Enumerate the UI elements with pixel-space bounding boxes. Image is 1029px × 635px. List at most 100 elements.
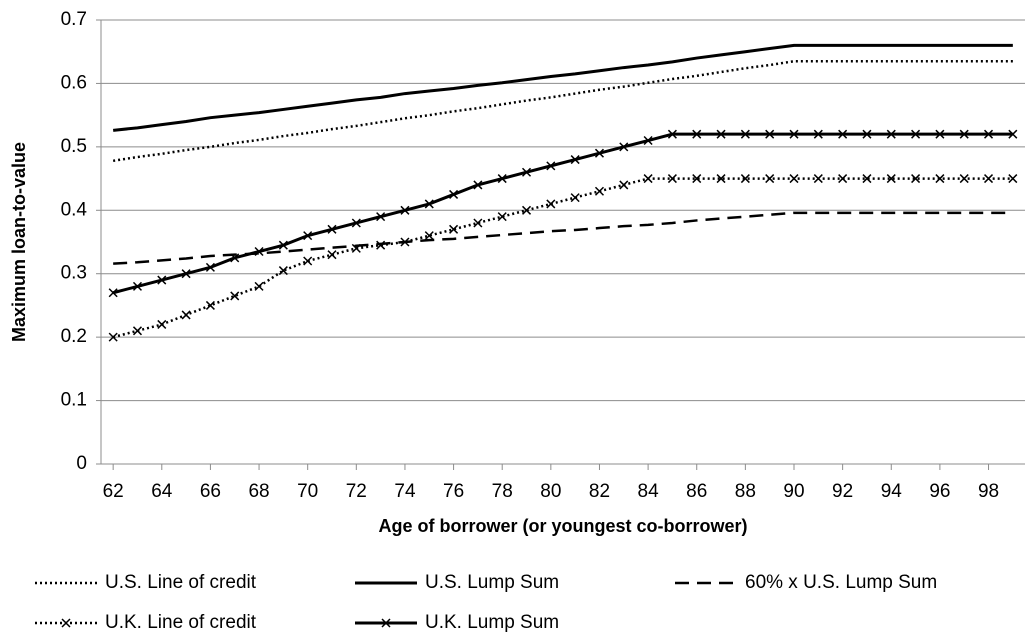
x-tick-label: 86	[686, 481, 707, 502]
legend-label: 60% x U.S. Lump Sum	[745, 572, 937, 593]
x-tick-label: 70	[297, 481, 318, 502]
series-line	[112, 177, 1013, 339]
legend-label: U.K. Line of credit	[105, 612, 257, 633]
marker	[181, 310, 191, 320]
marker	[983, 129, 994, 139]
marker	[157, 275, 167, 285]
x-tick-label: 74	[394, 481, 416, 502]
marker	[546, 199, 556, 209]
marker	[230, 253, 240, 263]
legend-label: U.S. Lump Sum	[425, 572, 559, 593]
marker	[424, 231, 434, 241]
legend-label: U.K. Lump Sum	[425, 612, 559, 633]
y-tick-label: 0.6	[61, 72, 87, 93]
marker	[473, 180, 483, 190]
marker	[886, 174, 896, 184]
marker	[594, 186, 605, 196]
marker	[376, 212, 386, 222]
marker	[789, 174, 799, 184]
marker	[521, 205, 532, 215]
x-tick-label: 88	[735, 481, 756, 502]
marker	[643, 174, 653, 184]
marker	[983, 174, 994, 184]
x-tick-label: 78	[492, 481, 513, 502]
marker	[959, 174, 969, 184]
marker	[278, 240, 288, 250]
y-tick-label: 0.4	[61, 199, 88, 220]
legend-marker	[61, 618, 71, 628]
marker	[594, 148, 605, 158]
marker	[497, 212, 507, 222]
x-tick-label: 84	[638, 481, 660, 502]
x-tick-label: 62	[103, 481, 124, 502]
marker	[181, 269, 191, 279]
series-line	[113, 211, 1013, 265]
marker	[400, 237, 410, 247]
x-axis-title: Age of borrower (or youngest co-borrower…	[378, 516, 747, 536]
x-tick-label: 92	[832, 481, 853, 502]
marker	[108, 288, 118, 298]
marker	[716, 174, 726, 184]
marker	[303, 231, 313, 241]
marker	[838, 174, 848, 184]
marker	[838, 129, 848, 139]
marker	[1008, 174, 1018, 184]
x-tick-label: 94	[881, 481, 903, 502]
x-tick-label: 66	[200, 481, 221, 502]
marker	[935, 174, 945, 184]
marker	[716, 129, 726, 139]
x-tick-label: 90	[783, 481, 804, 502]
y-tick-label: 0.3	[61, 263, 87, 284]
marker	[667, 174, 677, 184]
marker	[327, 224, 337, 234]
x-tick-label: 68	[248, 481, 269, 502]
marker	[473, 218, 483, 228]
marker	[643, 135, 653, 146]
marker	[619, 180, 629, 190]
x-tick-label: 64	[151, 481, 173, 502]
series-line	[113, 43, 1013, 132]
marker	[521, 167, 532, 177]
marker	[254, 281, 264, 291]
series-line	[112, 59, 1013, 163]
marker	[911, 174, 921, 184]
x-tick-label: 82	[589, 481, 610, 502]
marker	[692, 174, 702, 184]
marker	[546, 161, 556, 171]
marker	[862, 129, 872, 139]
marker	[376, 240, 386, 250]
y-tick-label: 0.7	[61, 9, 87, 30]
marker	[570, 193, 580, 203]
y-tick-label: 0.1	[61, 390, 87, 411]
legend-marker	[381, 618, 391, 628]
marker	[132, 281, 143, 291]
marker	[254, 246, 264, 257]
marker	[424, 199, 434, 209]
marker	[205, 300, 215, 310]
x-tick-label: 98	[978, 481, 999, 502]
marker	[667, 129, 677, 139]
marker	[813, 174, 823, 184]
marker	[935, 129, 945, 139]
marker	[303, 256, 313, 266]
x-tick-label: 80	[540, 481, 561, 502]
marker	[911, 129, 921, 139]
marker	[740, 174, 750, 184]
marker	[108, 332, 118, 342]
y-tick-label: 0	[76, 453, 87, 474]
marker	[765, 174, 775, 184]
marker	[351, 218, 361, 228]
x-tick-label: 72	[346, 481, 367, 502]
marker	[692, 129, 702, 139]
y-tick-label: 0.2	[61, 326, 87, 347]
marker	[570, 155, 580, 165]
x-tick-label: 76	[443, 481, 464, 502]
marker	[740, 129, 750, 139]
marker	[157, 319, 167, 329]
marker	[1008, 129, 1018, 139]
marker	[959, 129, 969, 139]
marker	[400, 205, 410, 215]
marker	[230, 291, 240, 301]
